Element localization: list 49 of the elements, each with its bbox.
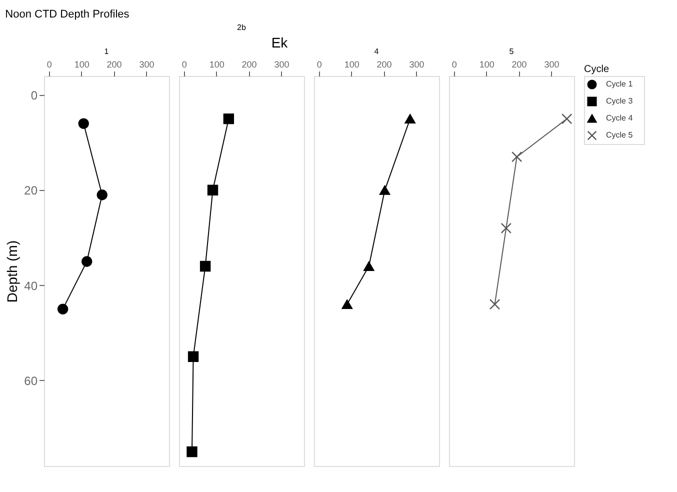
point: [364, 262, 374, 271]
chart-title: 5: [509, 47, 514, 56]
legend-label: Cycle 4: [606, 114, 634, 122]
x-tick-label: 0: [182, 60, 187, 70]
point: [404, 114, 416, 124]
point: [512, 152, 522, 162]
x-tick-label: 300: [274, 60, 290, 70]
x-tick-label: 100: [209, 60, 224, 70]
x-tick-label: 100: [344, 60, 360, 70]
point: [78, 118, 89, 129]
point: [57, 304, 68, 314]
x-axis-title: Ek: [271, 34, 289, 50]
point: [200, 260, 211, 272]
point: [489, 298, 500, 310]
x-tick-label: 0: [452, 60, 457, 70]
x-tick-label: 100: [479, 60, 494, 70]
y-axis-title: Depth (m): [4, 240, 20, 303]
point: [188, 351, 199, 362]
x-tick-label: 200: [242, 60, 257, 70]
point: [223, 113, 234, 124]
point: [342, 300, 352, 309]
chart-title: 1: [104, 47, 110, 56]
y-tick-label: 0: [30, 88, 38, 103]
point: [82, 256, 92, 267]
text: Cycle 3: [606, 96, 634, 106]
point: [379, 185, 390, 195]
x-tick-label: 300: [544, 60, 560, 70]
y-tick-label: 60: [24, 374, 38, 388]
x-tick-label: 300: [409, 60, 424, 70]
chart-title: 4: [374, 47, 380, 56]
text: Noon CTD Depth Profiles: [5, 8, 130, 20]
x-tick-label: 300: [139, 60, 154, 70]
point: [562, 113, 572, 124]
x-tick-label: 0: [46, 60, 52, 70]
point: [186, 446, 198, 458]
x-tick-label: 100: [74, 60, 90, 70]
x-tick-label: 200: [376, 60, 392, 70]
point: [500, 222, 512, 234]
y-tick-label: 40: [24, 278, 38, 293]
legend-label: Cycle 5: [606, 130, 634, 140]
chart-title: 2b: [237, 23, 246, 32]
point: [207, 184, 218, 196]
x-tick-label: 200: [106, 60, 122, 70]
x-tick-label: 0: [316, 60, 322, 70]
y-tick-label: 20: [24, 184, 38, 198]
legend-label: Cycle 1: [606, 80, 634, 88]
point: [96, 190, 108, 200]
x-tick-label: 200: [512, 60, 527, 70]
legend-title: Cycle: [584, 64, 610, 75]
